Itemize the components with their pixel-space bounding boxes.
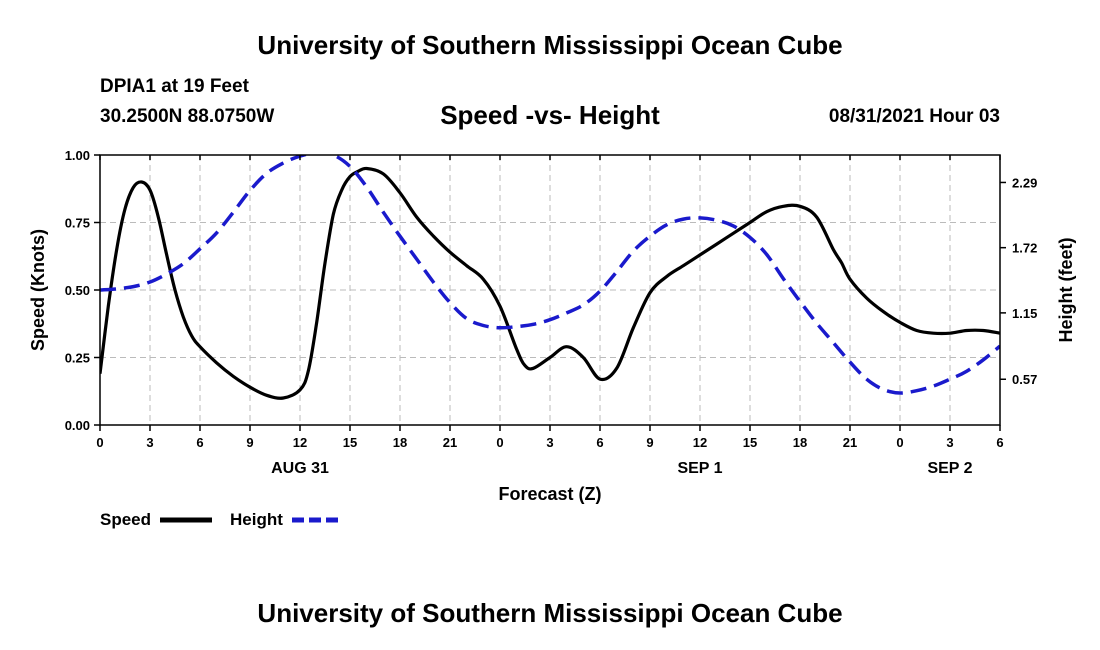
y-tick-label: 0.25	[65, 351, 90, 366]
chart-title: Speed -vs- Height	[440, 100, 660, 130]
y2-tick-label: 1.72	[1012, 241, 1037, 256]
x-axis-title: Forecast (Z)	[498, 484, 601, 504]
x-tick-label: 18	[793, 435, 807, 450]
y-tick-label: 0.75	[65, 216, 90, 231]
date-label: AUG 31	[271, 460, 329, 477]
height-series-line	[100, 155, 1000, 395]
forecast-run-time: 08/31/2021 Hour 03	[828, 106, 1000, 127]
x-tick-label: 21	[843, 435, 857, 450]
legend: Speed Height	[100, 510, 342, 529]
speed-height-chart: 0 3 6 9 12 15 18 21 0 3 6 9 12 15 18 21 0 3 6 AUG 31 SEP 1 SE…	[28, 148, 1076, 529]
date-label: SEP 1	[677, 460, 722, 477]
page-title: University of Southern Mississippi Ocean…	[257, 30, 843, 60]
y-tick-label: 0.00	[65, 418, 90, 433]
x-tick-label: 3	[946, 435, 953, 450]
x-tick-label: 6	[996, 435, 1003, 450]
y-tick-label: 0.50	[65, 283, 90, 298]
x-tick-label: 15	[343, 435, 357, 450]
axis-ticks: 0 3 6 9 12 15 18 21 0 3 6 9 12 15 18 21 0 3 6 AUG 31 SEP 1 SE…	[65, 148, 1038, 477]
x-tick-label: 9	[646, 435, 653, 450]
x-tick-label: 0	[96, 435, 103, 450]
x-tick-label: 6	[596, 435, 603, 450]
grid-lines	[100, 155, 1000, 425]
x-tick-label: 15	[743, 435, 757, 450]
y-tick-label: 1.00	[65, 148, 90, 163]
y-axis-title: Speed (Knots)	[28, 229, 48, 351]
series-layer	[100, 155, 1000, 400]
station-name: DPIA1 at 19 Feet	[100, 76, 249, 97]
footer-title: University of Southern Mississippi Ocean…	[257, 598, 843, 628]
y2-tick-label: 0.57	[1012, 372, 1037, 387]
x-tick-label: 6	[196, 435, 203, 450]
speed-series-line	[100, 166, 1000, 400]
legend-speed-label: Speed	[100, 510, 151, 529]
date-label: SEP 2	[927, 460, 972, 477]
x-tick-label: 9	[246, 435, 253, 450]
y2-axis-title: Height (feet)	[1056, 238, 1076, 343]
x-tick-label: 12	[293, 435, 307, 450]
y2-tick-label: 2.29	[1012, 175, 1037, 190]
legend-height-label: Height	[230, 510, 283, 529]
station-coordinates: 30.2500N 88.0750W	[100, 106, 275, 127]
x-tick-label: 3	[546, 435, 553, 450]
y2-tick-label: 1.15	[1012, 306, 1037, 321]
x-tick-label: 0	[896, 435, 903, 450]
x-tick-label: 21	[443, 435, 457, 450]
x-tick-label: 3	[146, 435, 153, 450]
x-tick-label: 0	[496, 435, 503, 450]
x-tick-label: 12	[693, 435, 707, 450]
x-tick-label: 18	[393, 435, 407, 450]
